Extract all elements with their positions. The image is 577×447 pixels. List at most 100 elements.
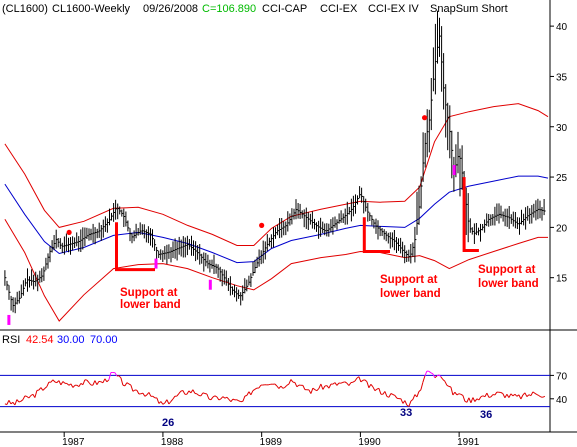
rsi-segment: [274, 383, 278, 387]
rsi-segment: [528, 394, 532, 397]
rsi-segment: [480, 395, 484, 398]
header-study-cci-cap: CCI-CAP: [262, 3, 307, 15]
rsi-label-high: 70.00: [90, 334, 118, 346]
support-annotation-1: Support at lower band: [120, 287, 181, 311]
rsi-segment: [254, 387, 258, 390]
rsi-segment: [320, 383, 324, 390]
rsi-segment: [106, 379, 110, 383]
rsi-segment: [232, 398, 236, 401]
header-date: 09/26/2008: [143, 3, 198, 15]
signal-dot-5: [421, 115, 428, 121]
signal-bar-3: [208, 279, 212, 290]
rsi-segment: [410, 399, 414, 402]
x-tick-label-1989: 1989: [260, 437, 283, 447]
rsi-callout-26: 26: [162, 417, 174, 429]
rsi-segment: [252, 388, 256, 392]
rsi-segment: [494, 391, 498, 396]
rsi-segment: [450, 386, 454, 396]
rsi-segment: [46, 381, 50, 387]
rsi-segment: [312, 387, 316, 391]
rsi-segment: [14, 399, 18, 406]
rsi-segment: [190, 389, 194, 394]
x-tick-label-1990: 1990: [358, 437, 381, 447]
rsi-label-low: 30.00: [57, 334, 85, 346]
rsi-callout-33: 33: [400, 407, 412, 419]
rsi-segment: [310, 387, 314, 394]
rsi-segment: [510, 393, 514, 397]
rsi-segment: [374, 388, 378, 392]
rsi-segment: [468, 397, 472, 403]
rsi-segment: [430, 372, 434, 375]
price-bars: [4, 10, 546, 314]
rsi-segment: [28, 395, 32, 399]
rsi-segment: [42, 388, 46, 391]
rsi-segment: [340, 381, 344, 384]
price-y-axis: 15 20 25 30 35 40: [550, 22, 568, 285]
x-axis: 1987 1988 1989 1990 1991: [62, 432, 480, 447]
rsi-segment: [186, 390, 190, 395]
header-study-cci-ex-iv: CCI-EX IV: [368, 3, 419, 15]
support-annotation-3-line-1: Support at: [478, 264, 536, 276]
rsi-segment: [278, 385, 282, 389]
rsi-segment: [124, 382, 128, 387]
rsi-segment: [122, 384, 126, 387]
rsi-segment: [490, 394, 494, 398]
rsi-segment: [246, 391, 250, 396]
rsi-segment: [422, 375, 426, 383]
rsi-segment: [290, 379, 294, 383]
rsi-segment: [518, 394, 522, 400]
rsi-segment: [296, 384, 300, 388]
rsi-segment: [156, 397, 160, 404]
rsi-tick-label-40: 40: [556, 395, 568, 406]
rsi-segment: [504, 394, 508, 399]
rsi-segment: [378, 388, 382, 395]
rsi-segment: [212, 395, 216, 398]
rsi-segment: [486, 392, 490, 398]
rsi-segment: [204, 393, 208, 395]
rsi-segment: [168, 401, 172, 405]
signal-bar-6: [452, 165, 456, 176]
rsi-segment: [436, 374, 440, 377]
rsi-segment: [354, 377, 358, 382]
support-mark-3: [462, 177, 479, 252]
rsi-segment: [120, 377, 124, 386]
rsi-segment: [284, 384, 288, 388]
rsi-segment: [104, 378, 108, 383]
rsi-segment: [166, 399, 170, 405]
rsi-segment: [532, 391, 536, 394]
rsi-segment: [352, 380, 356, 383]
rsi-segment: [530, 391, 534, 396]
rsi-segment: [488, 396, 492, 398]
rsi-segment: [448, 385, 452, 388]
rsi-segment: [176, 393, 180, 397]
rsi-segment: [514, 393, 518, 397]
x-tick-label-1991: 1991: [457, 437, 480, 447]
rsi-segment: [472, 397, 476, 402]
rsi-segment: [478, 396, 482, 401]
rsi-segment: [336, 382, 340, 386]
rsi-segment: [484, 392, 488, 397]
rsi-segment: [94, 380, 98, 385]
rsi-segment: [524, 392, 528, 397]
rsi-segment: [458, 393, 462, 395]
rsi-segment: [432, 373, 436, 379]
rsi-segment: [542, 395, 546, 398]
rsi-segment: [54, 381, 58, 384]
rsi-segment: [6, 400, 10, 405]
rsi-segment: [424, 370, 428, 377]
support-annotation-3-line-2: lower band: [478, 278, 539, 290]
rsi-segment: [96, 381, 100, 385]
upper-band-line: [4, 103, 549, 246]
rsi-segment: [460, 393, 464, 396]
rsi-segment: [500, 392, 504, 395]
rsi-segment: [248, 391, 252, 396]
signal-bar-0: [7, 314, 11, 325]
rsi-segment: [244, 394, 248, 397]
rsi-segment: [40, 387, 44, 391]
rsi-segment: [286, 383, 290, 386]
rsi-segment: [366, 381, 370, 388]
rsi-segment: [520, 394, 524, 400]
rsi-segment: [66, 383, 70, 386]
price-tick-label-15: 15: [556, 274, 568, 285]
rsi-segment: [276, 385, 280, 389]
